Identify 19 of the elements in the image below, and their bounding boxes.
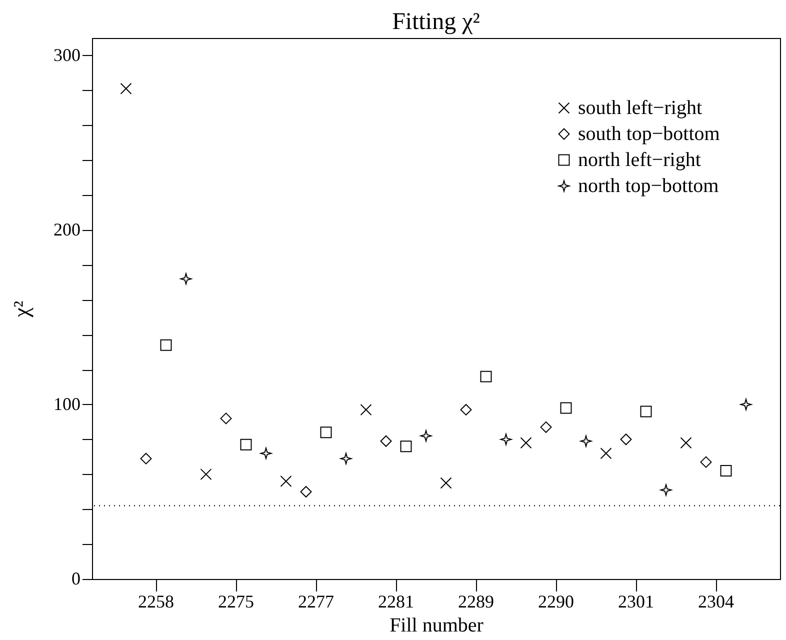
legend-label: north left−right <box>578 149 702 171</box>
chart-title: Fitting χ² <box>392 9 480 35</box>
legend-label: south top−bottom <box>578 123 720 145</box>
y-tick-label: 200 <box>54 219 80 240</box>
y-axis-title: χ² <box>8 300 34 318</box>
y-tick-label: 300 <box>54 44 80 65</box>
x-tick-label: 2277 <box>298 592 334 612</box>
legend-label: south left−right <box>578 97 702 119</box>
x-tick-label: 2275 <box>218 592 254 612</box>
x-axis-title: Fill number <box>390 614 484 636</box>
x-tick-label: 2304 <box>698 592 734 612</box>
y-tick-label: 100 <box>54 394 80 414</box>
legend-label: north top−bottom <box>578 175 720 197</box>
x-tick-label: 2301 <box>618 592 654 612</box>
x-tick-label: 2290 <box>538 592 574 612</box>
x-tick-label: 2258 <box>138 592 174 612</box>
x-tick-label: 2281 <box>378 592 414 612</box>
y-tick-label: 0 <box>72 568 80 588</box>
x-tick-label: 2289 <box>458 592 494 612</box>
